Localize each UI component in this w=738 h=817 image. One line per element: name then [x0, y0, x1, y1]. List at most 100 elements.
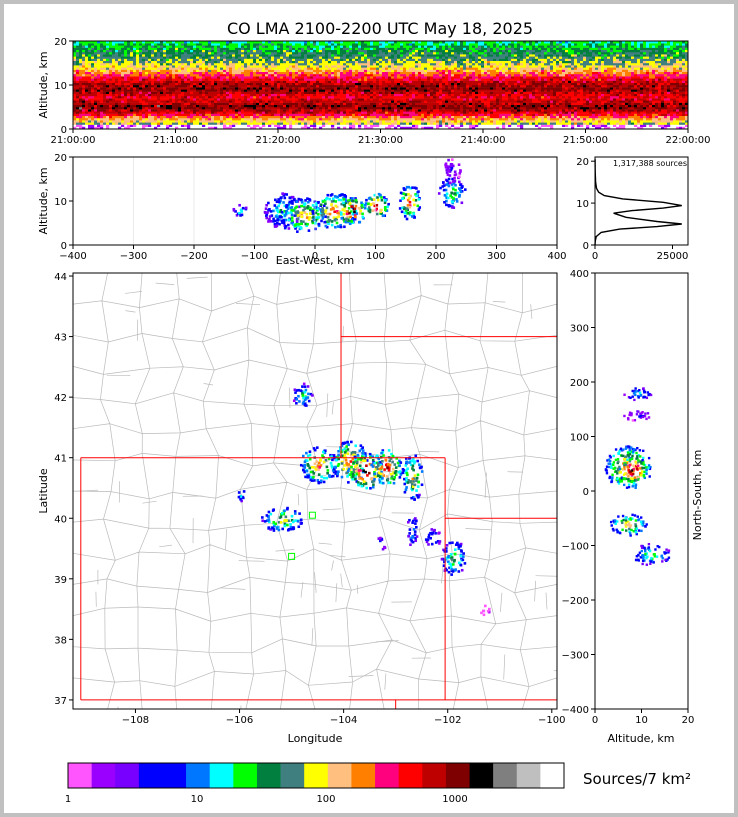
- density-cell: [118, 69, 122, 72]
- density-cell: [433, 109, 437, 112]
- density-cell: [451, 45, 455, 48]
- density-cell: [364, 58, 368, 61]
- density-cell: [289, 74, 293, 77]
- density-cell: [283, 43, 287, 46]
- density-cell: [97, 74, 101, 77]
- density-cell: [328, 76, 332, 79]
- density-cell: [154, 113, 158, 116]
- density-cell: [454, 60, 458, 64]
- density-cell: [361, 58, 365, 61]
- density-cell: [289, 80, 293, 83]
- density-cell: [412, 41, 416, 44]
- density-cell: [277, 41, 281, 44]
- density-cell: [298, 111, 302, 114]
- density-cell: [298, 96, 302, 99]
- density-cell: [355, 71, 359, 75]
- density-cell: [226, 67, 230, 70]
- density-cell: [160, 87, 164, 90]
- density-cell: [457, 98, 461, 101]
- density-cell: [397, 47, 401, 50]
- density-cell: [163, 104, 167, 108]
- density-cell: [124, 41, 128, 44]
- density-cell: [190, 78, 194, 81]
- density-cell: [361, 67, 365, 70]
- density-cell: [100, 124, 104, 127]
- density-cell: [349, 115, 353, 119]
- density-cell: [346, 56, 350, 59]
- density-cell: [331, 80, 335, 83]
- density-cell: [175, 74, 179, 77]
- density-cell: [316, 111, 320, 114]
- density-cell: [223, 78, 227, 81]
- density-cell: [394, 45, 398, 48]
- density-cell: [346, 120, 350, 123]
- density-cell: [322, 104, 326, 108]
- density-cell: [154, 98, 158, 101]
- density-cell: [409, 74, 413, 77]
- density-cell: [172, 96, 176, 99]
- density-cell: [253, 113, 257, 116]
- density-cell: [226, 71, 230, 75]
- density-cell: [286, 78, 290, 81]
- density-cell: [403, 65, 407, 68]
- density-cell: [343, 71, 347, 75]
- density-cell: [358, 102, 362, 105]
- density-cell: [208, 60, 212, 64]
- density-cell: [427, 96, 431, 99]
- density-cell: [397, 85, 401, 88]
- density-cell: [310, 100, 314, 103]
- density-cell: [127, 54, 131, 57]
- density-cell: [127, 85, 131, 88]
- density-cell: [367, 65, 371, 68]
- density-cell: [118, 41, 122, 44]
- density-cell: [415, 65, 419, 68]
- density-cell: [280, 58, 284, 61]
- density-cell: [355, 96, 359, 99]
- density-cell: [418, 80, 422, 83]
- density-cell: [430, 45, 434, 48]
- density-cell: [160, 67, 164, 70]
- density-cell: [112, 76, 116, 79]
- density-cell: [340, 43, 344, 46]
- density-cell: [169, 122, 173, 125]
- density-cell: [148, 122, 152, 125]
- density-cell: [199, 91, 203, 94]
- density-cell: [388, 52, 392, 55]
- density-cell: [238, 93, 242, 97]
- density-cell: [172, 85, 176, 88]
- density-cell: [205, 122, 209, 125]
- density-cell: [328, 118, 332, 121]
- density-cell: [433, 41, 437, 44]
- density-cell: [247, 118, 251, 121]
- density-cell: [373, 41, 377, 44]
- density-cell: [169, 124, 173, 127]
- density-cell: [349, 71, 353, 75]
- density-cell: [340, 56, 344, 59]
- density-cell: [253, 54, 257, 57]
- density-cell: [397, 45, 401, 48]
- density-cell: [196, 113, 200, 116]
- density-cell: [358, 60, 362, 64]
- density-cell: [133, 91, 137, 94]
- density-cell: [337, 111, 341, 114]
- density-cell: [169, 96, 173, 99]
- density-cell: [130, 54, 134, 57]
- density-cell: [253, 52, 257, 55]
- density-cell: [373, 113, 377, 116]
- density-cell: [409, 113, 413, 116]
- density-cell: [400, 82, 404, 86]
- density-cell: [250, 120, 254, 123]
- density-cell: [385, 63, 389, 66]
- density-cell: [334, 47, 338, 50]
- density-cell: [415, 87, 419, 90]
- density-cell: [79, 85, 83, 88]
- density-cell: [82, 58, 86, 61]
- density-cell: [319, 41, 323, 44]
- density-cell: [226, 54, 230, 57]
- density-cell: [226, 98, 230, 101]
- density-cell: [262, 109, 266, 112]
- density-cell: [79, 100, 83, 103]
- density-cell: [175, 109, 179, 112]
- density-cell: [454, 54, 458, 57]
- density-cell: [331, 107, 335, 110]
